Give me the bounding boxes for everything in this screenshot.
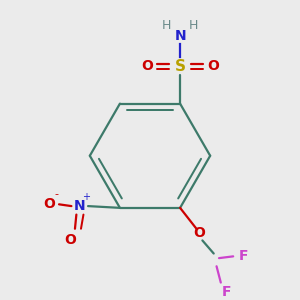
Text: N: N bbox=[174, 29, 186, 44]
Text: -: - bbox=[54, 189, 58, 200]
Text: H: H bbox=[162, 19, 171, 32]
Text: H: H bbox=[189, 19, 198, 32]
Text: O: O bbox=[43, 197, 55, 211]
Text: O: O bbox=[141, 59, 153, 74]
Text: O: O bbox=[207, 59, 219, 74]
Text: O: O bbox=[64, 233, 76, 248]
Text: N: N bbox=[74, 199, 85, 213]
Text: O: O bbox=[194, 226, 206, 240]
Text: S: S bbox=[175, 59, 186, 74]
Text: +: + bbox=[82, 192, 90, 202]
Text: F: F bbox=[238, 249, 248, 263]
Text: F: F bbox=[221, 285, 231, 299]
